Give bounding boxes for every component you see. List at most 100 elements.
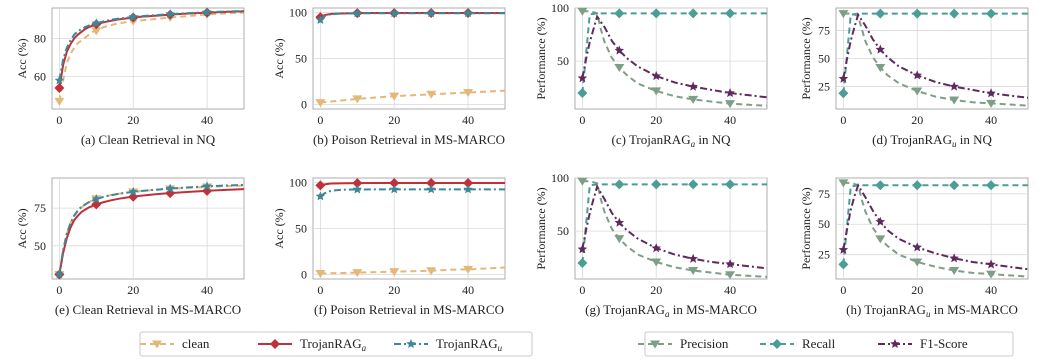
data-point xyxy=(725,8,736,19)
data-point xyxy=(838,244,849,254)
data-point xyxy=(202,185,213,196)
data-point xyxy=(577,244,588,254)
data-point xyxy=(725,88,735,98)
caption-subscript: a xyxy=(691,139,696,149)
x-tick-label: 40 xyxy=(201,113,213,127)
caption-text: (h) TrojanRAG xyxy=(846,302,926,317)
data-point xyxy=(577,258,588,269)
data-point xyxy=(986,8,997,19)
data-point xyxy=(577,177,588,186)
data-point xyxy=(875,235,886,244)
legend-marker xyxy=(772,339,782,349)
data-point xyxy=(688,81,698,91)
y-tick-label: 75 xyxy=(818,187,830,201)
y-axis-label: Performance (%) xyxy=(534,17,548,99)
x-tick-label: 40 xyxy=(724,113,736,127)
caption-subscript: u xyxy=(926,309,931,319)
legend-label: TrojanRAGu xyxy=(436,336,503,353)
data-point xyxy=(165,183,175,193)
series-line xyxy=(582,10,767,107)
data-point xyxy=(426,90,437,99)
data-point xyxy=(91,27,102,36)
caption-text: (b) Poison Retrieval in MS-MARCO xyxy=(313,132,505,147)
series-line xyxy=(320,266,505,275)
data-point xyxy=(54,269,65,279)
data-point xyxy=(165,188,176,199)
series-line xyxy=(581,14,767,99)
chart-caption: (e) Clean Retrieval in MS-MARCO xyxy=(55,302,241,317)
legend-label: Precision xyxy=(680,336,729,351)
data-point xyxy=(986,180,997,191)
data-point xyxy=(875,216,886,226)
data-point xyxy=(688,8,699,19)
y-tick-label: 75 xyxy=(818,23,830,37)
y-tick-label: 75 xyxy=(34,201,46,215)
data-point xyxy=(614,8,625,19)
x-tick-label: 20 xyxy=(650,283,662,297)
series-line xyxy=(842,184,1028,265)
y-tick-label: 50 xyxy=(34,239,46,253)
caption-text: (e) Clean Retrieval in MS-MARCO xyxy=(55,302,241,317)
data-point xyxy=(912,258,923,267)
y-tick-label: 50 xyxy=(818,52,830,66)
x-tick-label: 40 xyxy=(462,283,474,297)
x-tick-label: 20 xyxy=(127,113,139,127)
data-point xyxy=(651,87,662,96)
data-point xyxy=(912,70,922,80)
data-point xyxy=(986,99,997,108)
data-point xyxy=(986,259,996,269)
data-point xyxy=(875,44,886,54)
x-tick-label: 0 xyxy=(317,113,323,127)
data-point xyxy=(614,179,625,190)
data-point xyxy=(725,271,736,280)
chart-panel: 0 20 40 25 50 75 Performance (%) (h) TrojanRAGu… xyxy=(799,177,1029,319)
chart-caption: (a) Clean Retrieval in NQ xyxy=(81,132,216,147)
data-point xyxy=(352,178,363,189)
data-point xyxy=(202,7,212,17)
y-tick-label: 100 xyxy=(551,1,569,15)
y-tick-label: 0 xyxy=(301,267,307,281)
x-tick-label: 20 xyxy=(127,283,139,297)
data-point xyxy=(986,88,996,98)
y-axis-label: Acc (%) xyxy=(15,208,29,248)
legend-label-text: TrojanRAG xyxy=(300,336,362,351)
x-tick-label: 0 xyxy=(579,113,585,127)
caption-tail: in NQ xyxy=(956,132,992,147)
data-point xyxy=(426,178,437,189)
data-point xyxy=(875,63,886,72)
x-tick-label: 0 xyxy=(840,283,846,297)
data-point xyxy=(91,18,102,28)
caption-text: (f) Poison Retrieval in MS-MARCO xyxy=(314,302,504,317)
data-point xyxy=(389,184,399,194)
legend: Precision Recall F1-Score xyxy=(638,331,1014,357)
legend-label-subscript: u xyxy=(498,343,503,353)
y-axis-label: Performance (%) xyxy=(534,187,548,269)
data-point xyxy=(463,88,474,97)
data-point xyxy=(614,64,625,73)
data-point xyxy=(54,75,65,85)
data-point xyxy=(352,8,363,18)
data-point xyxy=(315,191,326,201)
data-point xyxy=(128,11,138,21)
data-point xyxy=(651,258,662,267)
series-line xyxy=(58,11,244,102)
series-line xyxy=(58,188,244,275)
data-point xyxy=(912,8,923,19)
legend-label-text: TrojanRAG xyxy=(436,336,498,351)
caption-subscript: u xyxy=(952,139,957,149)
data-point xyxy=(54,97,65,106)
chart-panel: 0 20 40 0 50 100 Acc (%) (f) Poison Retrieval i… xyxy=(272,176,506,317)
y-tick-label: 50 xyxy=(818,217,830,231)
data-point xyxy=(352,95,363,104)
y-axis-label: Acc (%) xyxy=(15,38,29,78)
data-point xyxy=(577,88,588,99)
caption-text: (c) TrojanRAG xyxy=(612,132,691,147)
y-tick-label: 60 xyxy=(34,70,46,84)
data-point xyxy=(949,253,959,263)
data-point xyxy=(389,178,400,189)
data-point xyxy=(426,267,437,276)
legend-label: F1-Score xyxy=(920,336,968,351)
data-point xyxy=(651,71,661,81)
legend-label-text: clean xyxy=(182,336,210,351)
data-point xyxy=(688,95,699,104)
